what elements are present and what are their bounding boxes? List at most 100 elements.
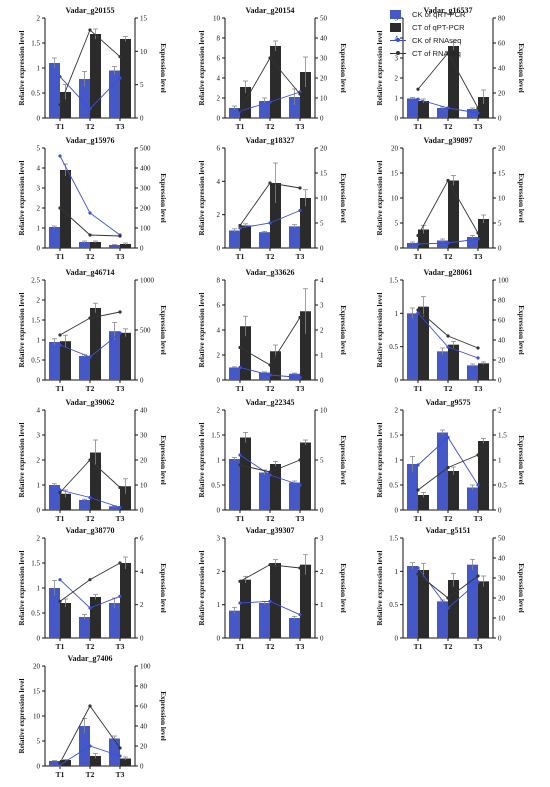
ct-qpt-bar	[240, 579, 251, 638]
ct-qpt-bar	[300, 198, 311, 248]
ct-qpt-bar	[240, 225, 251, 248]
chart-title: Vadar_g39897	[423, 136, 472, 145]
ct-rnaseq-point	[268, 56, 272, 60]
right-tick-label: 15	[320, 170, 328, 178]
right-tick-label: 0	[320, 377, 324, 385]
right-tick-label: 0	[498, 377, 502, 385]
x-tick-label: T2	[266, 252, 275, 261]
right-tick-label: 200	[140, 205, 151, 213]
ct-rnaseq-point	[238, 579, 242, 583]
left-tick-label: 0.5	[31, 357, 40, 365]
left-axis-title: Relative expression level	[376, 423, 384, 498]
x-tick-label: T1	[414, 384, 423, 393]
left-tick-label: 6	[217, 145, 221, 153]
ct-rnaseq-point	[268, 470, 272, 474]
left-tick-label: 15	[33, 688, 41, 696]
ck-qrt-bar	[437, 240, 448, 248]
right-tick-label: 1	[320, 601, 324, 609]
ck-qrt-bar	[467, 237, 478, 248]
right-tick-label: 50	[498, 535, 506, 543]
ct-rnaseq-point	[476, 453, 480, 457]
x-tick-label: T2	[86, 770, 95, 779]
ck-qrt-bar	[229, 230, 240, 248]
x-tick-label: T1	[414, 122, 423, 131]
ck-qrt-bar	[229, 459, 240, 510]
right-tick-label: 1.5	[498, 432, 507, 440]
ct-qpt-bar	[120, 486, 131, 510]
left-tick-label: 0.5	[31, 610, 40, 618]
right-tick-label: 0.5	[498, 482, 507, 490]
right-tick-label: 10	[498, 195, 506, 203]
left-tick-label: 0.5	[31, 90, 40, 98]
chart-title: Vadar_g38770	[65, 526, 114, 535]
left-tick-label: 2	[217, 211, 221, 219]
right-tick-label: 30	[140, 432, 148, 440]
right-tick-label: 30	[320, 55, 328, 63]
left-tick-label: 0	[395, 507, 399, 515]
left-tick-label: 2	[395, 407, 399, 415]
right-tick-label: 20	[498, 595, 506, 603]
right-tick-label: 400	[140, 165, 151, 173]
left-tick-label: 0	[395, 377, 399, 385]
right-axis-title: Expression level	[339, 43, 347, 93]
right-axis-title: Expression level	[517, 563, 525, 613]
x-tick-label: T2	[444, 384, 453, 393]
chart-panel-11: Vadar_g22345 0 0.5 1 1.5 2 0 5 10 T1 T2 T3 Relative …	[198, 398, 347, 523]
chart-panel-2: Vadar_g20154 0 2 4 6 8 10 0 10 20 30 40 50 T1 T2 T3 Rela…	[198, 6, 347, 131]
ct-qpt-bar	[120, 758, 131, 766]
left-tick-label: 0.5	[211, 482, 220, 490]
left-tick-label: 4	[217, 178, 221, 186]
left-tick-label: 0	[217, 507, 221, 515]
x-tick-label: T3	[474, 122, 483, 131]
ck-rnaseq-point	[58, 75, 62, 79]
ct-qpt-bar	[448, 344, 459, 380]
ck-rnaseq-point	[88, 211, 92, 215]
ct-rnaseq-point	[88, 233, 92, 237]
left-tick-label: 8	[217, 277, 221, 285]
left-axis-title: Relative expression level	[18, 423, 26, 498]
right-tick-label: 0	[320, 115, 324, 123]
left-tick-label: 0	[395, 635, 399, 643]
x-tick-label: T2	[444, 252, 453, 261]
ct-rnaseq-point	[118, 561, 122, 565]
right-tick-label: 0	[140, 377, 144, 385]
left-tick-label: 2	[217, 407, 221, 415]
ck-qrt-bar	[49, 63, 60, 118]
ct-qpt-bar	[240, 326, 251, 380]
ct-rnaseq-point	[88, 578, 92, 582]
left-tick-label: 20	[391, 145, 399, 153]
right-tick-label: 40	[140, 407, 148, 415]
x-tick-label: T1	[236, 514, 245, 523]
ct-rnaseq-point	[446, 596, 450, 600]
left-tick-label: 0	[217, 245, 221, 253]
x-tick-label: T3	[116, 252, 125, 261]
left-tick-label: 0	[37, 635, 41, 643]
x-tick-label: T2	[266, 384, 275, 393]
ck-rnaseq-point	[446, 606, 450, 610]
right-tick-label: 2	[320, 568, 324, 576]
ck-rnaseq-point	[118, 754, 122, 758]
right-tick-label: 5	[140, 81, 144, 89]
ck-qrt-bar	[407, 313, 418, 380]
left-tick-label: 2	[217, 352, 221, 360]
left-tick-label: 0.5	[389, 343, 398, 351]
ck-rnaseq-point	[118, 594, 122, 598]
ck-qrt-bar	[407, 243, 418, 248]
x-tick-label: T3	[474, 384, 483, 393]
left-tick-label: 4	[217, 327, 221, 335]
right-tick-label: 0	[320, 635, 324, 643]
right-axis-title: Expression level	[517, 305, 525, 355]
left-tick-label: 1	[217, 457, 221, 465]
ck-rnaseq-point	[58, 343, 62, 347]
ct-rnaseq-point	[58, 103, 62, 107]
ck-qrt-bar	[407, 566, 418, 638]
ct-rnaseq-point	[58, 490, 62, 495]
legend-label-ck-rnaseq: CK of RNAseq	[412, 36, 462, 45]
ct-qpt-bar	[120, 563, 131, 638]
right-tick-label: 60	[498, 40, 506, 48]
right-tick-label: 40	[140, 723, 148, 731]
right-tick-label: 20	[498, 357, 506, 365]
left-tick-label: 1	[217, 601, 221, 609]
ck-rnaseq-point	[298, 613, 302, 617]
right-tick-label: 60	[498, 317, 506, 325]
